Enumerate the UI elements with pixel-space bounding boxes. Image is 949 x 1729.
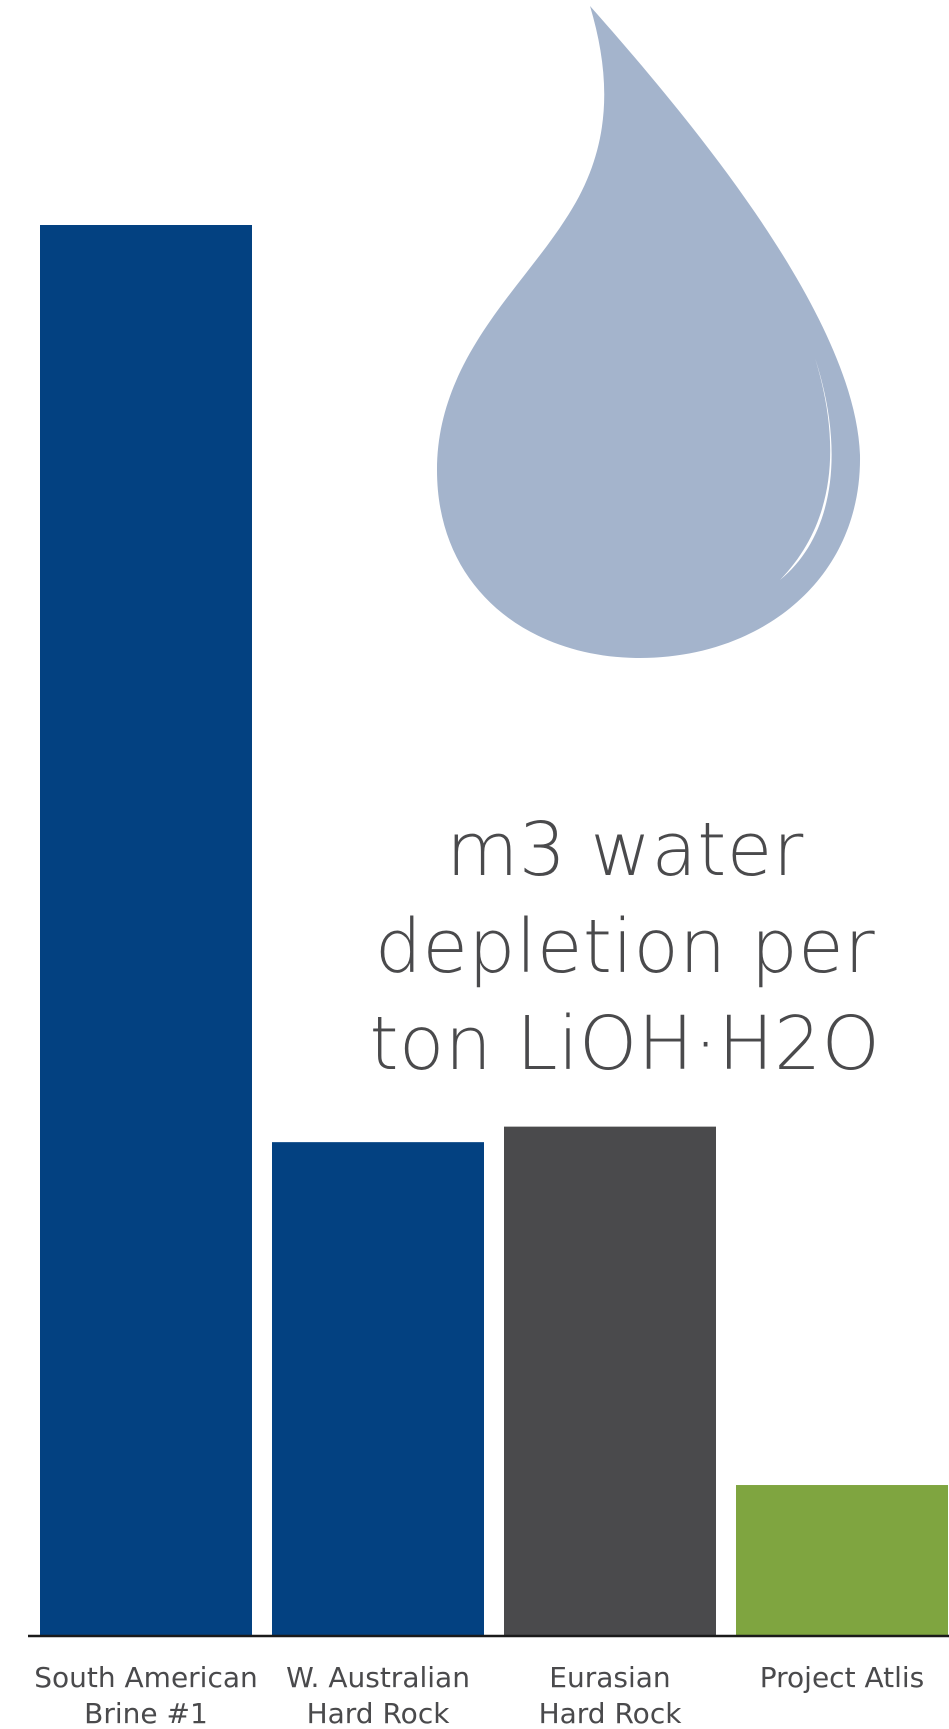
x-tick-label: Project Atlis: [760, 1661, 925, 1694]
water-drop-icon: [437, 6, 861, 658]
chart-title-line: ton LiOH·H2O: [370, 1001, 881, 1087]
chart-title: m3 water depletion per ton LiOH·H2O: [370, 807, 881, 1087]
water-drop-shape: [437, 6, 861, 658]
chart-title-line: m3 water: [446, 807, 804, 893]
bar: [272, 1142, 484, 1636]
bar: [504, 1126, 716, 1636]
x-tick-label: Hard Rock: [539, 1697, 683, 1729]
bar: [40, 225, 252, 1636]
bar: [736, 1485, 948, 1636]
x-tick-label: Brine #1: [84, 1697, 208, 1729]
x-tick-label: Hard Rock: [307, 1697, 451, 1729]
x-tick-label: W. Australian: [286, 1661, 470, 1694]
chart-title-line: depletion per: [375, 904, 875, 990]
bar-series: [40, 225, 948, 1636]
x-tick-label: South American: [34, 1661, 258, 1694]
x-tick-label: Eurasian: [549, 1661, 670, 1694]
water-drop-highlight: [780, 358, 832, 580]
